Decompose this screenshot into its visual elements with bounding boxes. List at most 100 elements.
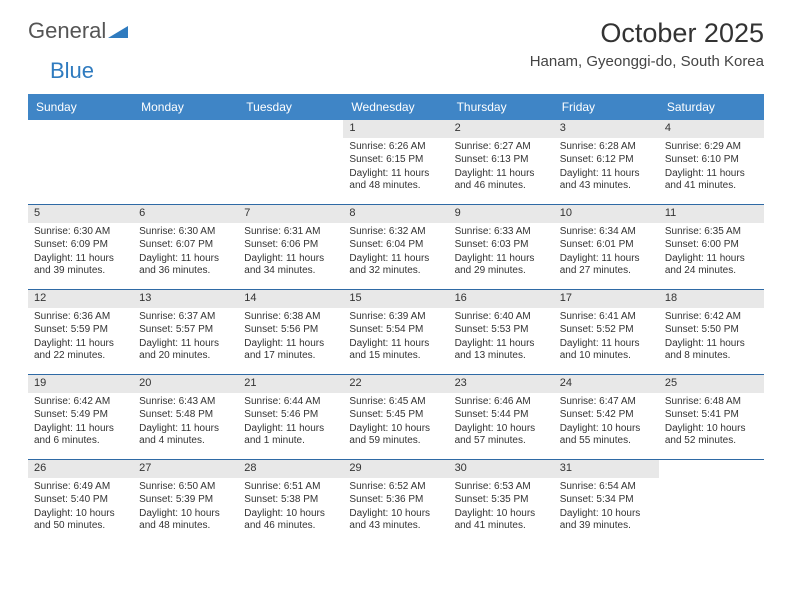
daylight-text: Daylight: 11 hours and 20 minutes. bbox=[139, 338, 232, 363]
day-number: 26 bbox=[28, 460, 133, 478]
sunrise-text: Sunrise: 6:28 AM bbox=[560, 141, 653, 154]
sunrise-text: Sunrise: 6:31 AM bbox=[244, 226, 337, 239]
day-number: 8 bbox=[343, 205, 448, 223]
sunset-text: Sunset: 5:35 PM bbox=[455, 494, 548, 507]
calendar-day-cell: 22Sunrise: 6:45 AMSunset: 5:45 PMDayligh… bbox=[343, 375, 448, 459]
daylight-text: Daylight: 10 hours and 50 minutes. bbox=[34, 508, 127, 533]
calendar-empty-cell bbox=[238, 120, 343, 204]
logo-text-blue: Blue bbox=[50, 58, 94, 84]
calendar-day-cell: 31Sunrise: 6:54 AMSunset: 5:34 PMDayligh… bbox=[554, 460, 659, 544]
day-number: 11 bbox=[659, 205, 764, 223]
col-head-thu: Thursday bbox=[449, 94, 554, 120]
calendar-day-cell: 18Sunrise: 6:42 AMSunset: 5:50 PMDayligh… bbox=[659, 290, 764, 374]
sunrise-text: Sunrise: 6:38 AM bbox=[244, 311, 337, 324]
sunrise-text: Sunrise: 6:40 AM bbox=[455, 311, 548, 324]
day-number: 1 bbox=[343, 120, 448, 138]
daylight-text: Daylight: 11 hours and 1 minute. bbox=[244, 423, 337, 448]
day-number: 17 bbox=[554, 290, 659, 308]
calendar-day-cell: 1Sunrise: 6:26 AMSunset: 6:15 PMDaylight… bbox=[343, 120, 448, 204]
calendar-day-cell: 25Sunrise: 6:48 AMSunset: 5:41 PMDayligh… bbox=[659, 375, 764, 459]
sunset-text: Sunset: 6:00 PM bbox=[665, 239, 758, 252]
sunrise-text: Sunrise: 6:32 AM bbox=[349, 226, 442, 239]
calendar-day-cell: 11Sunrise: 6:35 AMSunset: 6:00 PMDayligh… bbox=[659, 205, 764, 289]
daylight-text: Daylight: 11 hours and 48 minutes. bbox=[349, 168, 442, 193]
col-head-fri: Friday bbox=[554, 94, 659, 120]
sunrise-text: Sunrise: 6:42 AM bbox=[34, 396, 127, 409]
location-subtitle: Hanam, Gyeonggi-do, South Korea bbox=[530, 53, 764, 70]
day-number: 23 bbox=[449, 375, 554, 393]
daylight-text: Daylight: 11 hours and 43 minutes. bbox=[560, 168, 653, 193]
day-number: 10 bbox=[554, 205, 659, 223]
day-number: 12 bbox=[28, 290, 133, 308]
day-number: 31 bbox=[554, 460, 659, 478]
sunset-text: Sunset: 5:45 PM bbox=[349, 409, 442, 422]
calendar-day-cell: 29Sunrise: 6:52 AMSunset: 5:36 PMDayligh… bbox=[343, 460, 448, 544]
day-number: 15 bbox=[343, 290, 448, 308]
logo-text-general: General bbox=[28, 18, 106, 44]
sunrise-text: Sunrise: 6:51 AM bbox=[244, 481, 337, 494]
day-number: 24 bbox=[554, 375, 659, 393]
daylight-text: Daylight: 10 hours and 55 minutes. bbox=[560, 423, 653, 448]
sunrise-text: Sunrise: 6:42 AM bbox=[665, 311, 758, 324]
calendar-day-cell: 28Sunrise: 6:51 AMSunset: 5:38 PMDayligh… bbox=[238, 460, 343, 544]
sunset-text: Sunset: 5:53 PM bbox=[455, 324, 548, 337]
calendar-day-cell: 20Sunrise: 6:43 AMSunset: 5:48 PMDayligh… bbox=[133, 375, 238, 459]
title-block: October 2025 Hanam, Gyeonggi-do, South K… bbox=[530, 18, 764, 70]
calendar-week-row: 5Sunrise: 6:30 AMSunset: 6:09 PMDaylight… bbox=[28, 205, 764, 290]
daylight-text: Daylight: 11 hours and 39 minutes. bbox=[34, 253, 127, 278]
day-number: 5 bbox=[28, 205, 133, 223]
calendar-empty-cell bbox=[28, 120, 133, 204]
daylight-text: Daylight: 10 hours and 41 minutes. bbox=[455, 508, 548, 533]
sunset-text: Sunset: 5:36 PM bbox=[349, 494, 442, 507]
daylight-text: Daylight: 10 hours and 57 minutes. bbox=[455, 423, 548, 448]
daylight-text: Daylight: 11 hours and 22 minutes. bbox=[34, 338, 127, 363]
calendar-day-cell: 13Sunrise: 6:37 AMSunset: 5:57 PMDayligh… bbox=[133, 290, 238, 374]
sunrise-text: Sunrise: 6:30 AM bbox=[34, 226, 127, 239]
calendar-empty-cell bbox=[133, 120, 238, 204]
calendar-day-cell: 3Sunrise: 6:28 AMSunset: 6:12 PMDaylight… bbox=[554, 120, 659, 204]
calendar-week-row: 19Sunrise: 6:42 AMSunset: 5:49 PMDayligh… bbox=[28, 375, 764, 460]
sunset-text: Sunset: 5:41 PM bbox=[665, 409, 758, 422]
sunset-text: Sunset: 6:15 PM bbox=[349, 154, 442, 167]
calendar-day-cell: 7Sunrise: 6:31 AMSunset: 6:06 PMDaylight… bbox=[238, 205, 343, 289]
daylight-text: Daylight: 11 hours and 36 minutes. bbox=[139, 253, 232, 278]
sunset-text: Sunset: 5:34 PM bbox=[560, 494, 653, 507]
calendar-day-cell: 2Sunrise: 6:27 AMSunset: 6:13 PMDaylight… bbox=[449, 120, 554, 204]
day-number: 25 bbox=[659, 375, 764, 393]
daylight-text: Daylight: 11 hours and 8 minutes. bbox=[665, 338, 758, 363]
sunset-text: Sunset: 6:07 PM bbox=[139, 239, 232, 252]
sunset-text: Sunset: 5:52 PM bbox=[560, 324, 653, 337]
calendar-page: General October 2025 Hanam, Gyeonggi-do,… bbox=[0, 0, 792, 554]
daylight-text: Daylight: 11 hours and 27 minutes. bbox=[560, 253, 653, 278]
calendar-day-cell: 19Sunrise: 6:42 AMSunset: 5:49 PMDayligh… bbox=[28, 375, 133, 459]
calendar-day-cell: 27Sunrise: 6:50 AMSunset: 5:39 PMDayligh… bbox=[133, 460, 238, 544]
calendar-day-cell: 17Sunrise: 6:41 AMSunset: 5:52 PMDayligh… bbox=[554, 290, 659, 374]
col-head-sun: Sunday bbox=[28, 94, 133, 120]
sunrise-text: Sunrise: 6:44 AM bbox=[244, 396, 337, 409]
day-number: 27 bbox=[133, 460, 238, 478]
calendar-day-cell: 9Sunrise: 6:33 AMSunset: 6:03 PMDaylight… bbox=[449, 205, 554, 289]
day-number: 6 bbox=[133, 205, 238, 223]
sunrise-text: Sunrise: 6:27 AM bbox=[455, 141, 548, 154]
sunset-text: Sunset: 5:59 PM bbox=[34, 324, 127, 337]
sunrise-text: Sunrise: 6:45 AM bbox=[349, 396, 442, 409]
sunrise-text: Sunrise: 6:54 AM bbox=[560, 481, 653, 494]
calendar-day-cell: 26Sunrise: 6:49 AMSunset: 5:40 PMDayligh… bbox=[28, 460, 133, 544]
sunset-text: Sunset: 6:10 PM bbox=[665, 154, 758, 167]
sunrise-text: Sunrise: 6:39 AM bbox=[349, 311, 442, 324]
sunrise-text: Sunrise: 6:36 AM bbox=[34, 311, 127, 324]
daylight-text: Daylight: 11 hours and 41 minutes. bbox=[665, 168, 758, 193]
day-number: 16 bbox=[449, 290, 554, 308]
calendar-week-row: 26Sunrise: 6:49 AMSunset: 5:40 PMDayligh… bbox=[28, 460, 764, 544]
calendar-header-row: Sunday Monday Tuesday Wednesday Thursday… bbox=[28, 94, 764, 120]
sunrise-text: Sunrise: 6:33 AM bbox=[455, 226, 548, 239]
daylight-text: Daylight: 11 hours and 29 minutes. bbox=[455, 253, 548, 278]
sunset-text: Sunset: 5:40 PM bbox=[34, 494, 127, 507]
sunrise-text: Sunrise: 6:48 AM bbox=[665, 396, 758, 409]
day-number: 13 bbox=[133, 290, 238, 308]
calendar-day-cell: 21Sunrise: 6:44 AMSunset: 5:46 PMDayligh… bbox=[238, 375, 343, 459]
sunset-text: Sunset: 5:44 PM bbox=[455, 409, 548, 422]
sunrise-text: Sunrise: 6:37 AM bbox=[139, 311, 232, 324]
sunset-text: Sunset: 6:09 PM bbox=[34, 239, 127, 252]
day-number: 28 bbox=[238, 460, 343, 478]
